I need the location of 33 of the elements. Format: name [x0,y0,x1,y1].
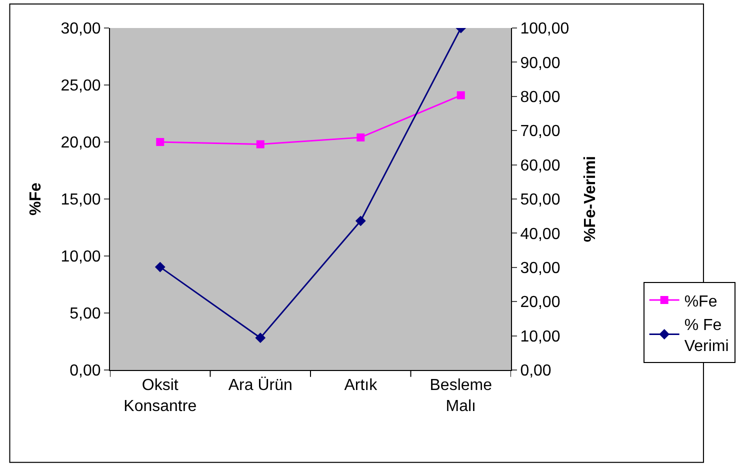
y2-tick-label: 20,00 [520,294,560,312]
x-tick-label: Oksit Konsantre [124,377,197,415]
point [356,133,365,142]
y-tick-label: 0,00 [70,362,101,380]
y2-tick-label: 30,00 [520,260,560,277]
point [256,140,264,148]
legend-label: % Fe Verimi [684,317,729,355]
point [156,138,164,146]
y2-tick-label: 80,00 [520,89,560,106]
y2-tick-label: 50,00 [520,192,560,209]
point [154,262,166,272]
y2-tick-label: 10,00 [520,328,560,346]
legend-label: %Fe [684,293,718,310]
x-tick-label: Artık [344,377,378,394]
point [255,332,266,344]
point [456,91,465,100]
y-axis-title: %Fe [28,182,45,216]
y2-tick-label: 40,00 [520,226,560,243]
y2-axis-title: %Fe-Verimi [582,156,599,242]
y-tick-label: 15,00 [60,192,101,209]
x-tick-label: Besleme Malı [430,377,492,415]
y-tick-label: 30,00 [60,20,101,38]
point [355,216,366,226]
y2-tick-label: 70,00 [520,123,560,140]
y2-tick-label: 90,00 [520,54,560,72]
y-tick-label: 5,00 [70,306,101,323]
y-tick-label: 10,00 [60,248,101,266]
y2-tick-label: 100,00 [520,20,570,38]
x-tick-label: Ara Ürün [228,376,292,394]
y2-tick-label: 0,00 [520,362,552,380]
y2-tick-label: 60,00 [520,157,560,174]
y-tick-label: 25,00 [60,78,101,95]
y-tick-label: 20,00 [60,134,101,152]
